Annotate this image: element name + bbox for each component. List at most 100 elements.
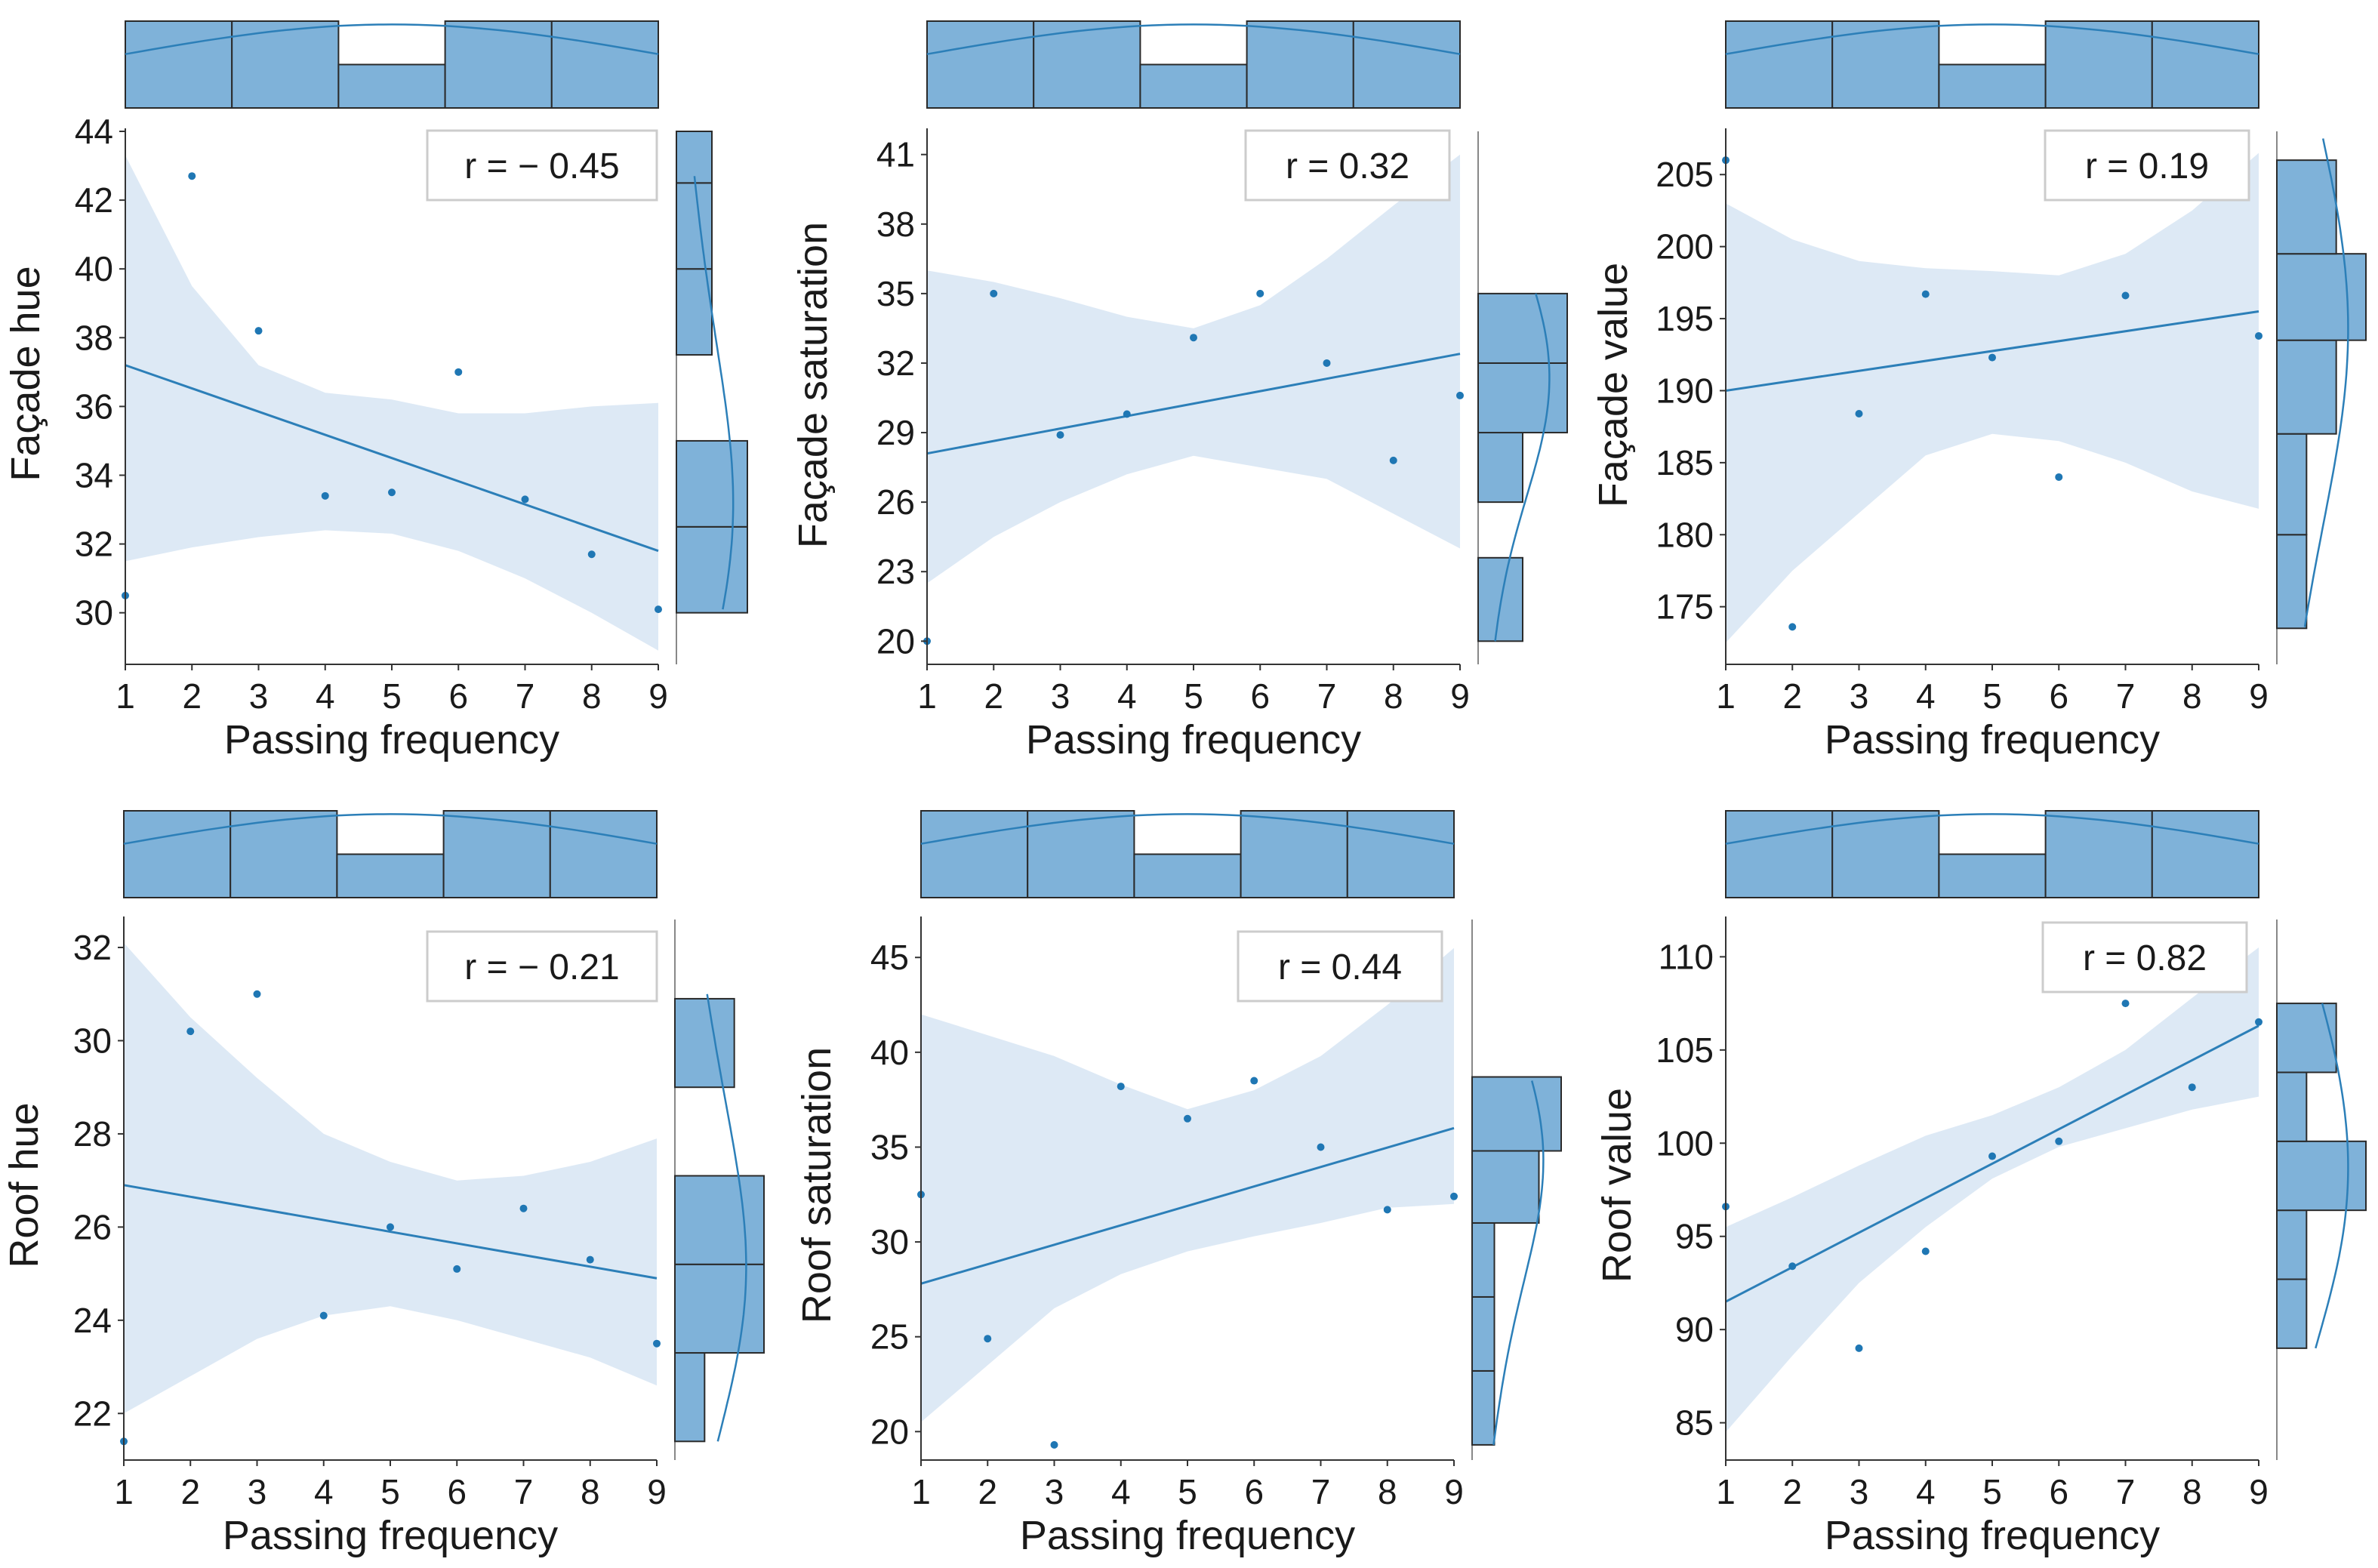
data-point: [1389, 456, 1397, 464]
x-tick-label: 9: [1444, 1472, 1464, 1511]
x-tick-label: 7: [1311, 1472, 1331, 1511]
y-tick-label: 100: [1656, 1123, 1714, 1163]
y-tick-label: 29: [876, 413, 915, 452]
side-hist-bar: [2276, 534, 2308, 630]
top-marginal-histogram: [920, 810, 1455, 898]
correlation-annotation: r = − 0.21: [426, 930, 658, 1003]
y-tick-label: 44: [75, 112, 113, 151]
subplot-4: 1 2 3 4 5 6 7 8 9 22 24 26 28 30 32 Passing frequency Ro…: [2, 810, 765, 1558]
data-point: [2055, 473, 2063, 481]
x-tick-label: 4: [1916, 1472, 1936, 1511]
side-hist-bar: [2276, 1071, 2308, 1142]
y-tick-label: 45: [870, 938, 909, 977]
correlation-box: [426, 930, 658, 1003]
y-tick-label: 20: [870, 1412, 909, 1451]
x-tick-label: 9: [648, 676, 668, 716]
side-hist-bar: [1471, 1076, 1562, 1152]
x-tick-label: 5: [382, 676, 402, 716]
correlation-box: [2041, 921, 2248, 993]
correlation-annotation: r = 0.32: [1244, 129, 1451, 202]
y-tick-label: 34: [75, 455, 113, 494]
y-tick-label: 105: [1656, 1030, 1714, 1070]
x-tick-label: 1: [917, 676, 937, 716]
y-tick-label: 38: [75, 318, 113, 357]
y-tick-label: 22: [73, 1394, 112, 1433]
top-hist-bar: [926, 20, 1035, 109]
side-hist-bar: [1477, 292, 1568, 364]
x-tick-label: 4: [316, 676, 335, 716]
side-marginal-histogram: [2276, 131, 2367, 664]
y-tick-label: 195: [1656, 299, 1714, 338]
side-hist-bar: [2276, 1003, 2337, 1074]
correlation-text: r = − 0.21: [464, 947, 619, 987]
x-tick-label: 3: [249, 676, 269, 716]
top-hist-bar: [125, 20, 233, 109]
y-tick-label: 90: [1675, 1310, 1714, 1349]
x-axis-label: Passing frequency: [224, 717, 559, 762]
y-tick-label: 42: [75, 180, 113, 220]
y-tick-label: 185: [1656, 443, 1714, 482]
side-hist-bar: [676, 131, 713, 184]
x-tick-label: 8: [1378, 1472, 1397, 1511]
correlation-annotation: r = 0.19: [2044, 129, 2250, 202]
data-point: [1050, 1440, 1058, 1449]
top-hist-bar: [1831, 20, 1940, 109]
top-kde-curve: [1725, 813, 2259, 845]
y-tick-label: 180: [1656, 515, 1714, 554]
data-point: [454, 368, 463, 376]
x-tick-label: 4: [314, 1472, 334, 1511]
data-point: [2255, 1018, 2262, 1026]
top-hist-bar: [2151, 20, 2260, 109]
side-hist-bar: [1477, 432, 1523, 504]
data-point: [253, 990, 261, 998]
top-hist-bar: [229, 810, 338, 898]
top-marginal-histogram: [123, 810, 658, 898]
x-tick-label: 2: [978, 1472, 997, 1511]
data-point: [1117, 1083, 1125, 1091]
side-marginal-histogram: [1471, 920, 1562, 1460]
x-tick-label: 7: [2116, 1472, 2136, 1511]
y-axis-label: Roof value: [1594, 1088, 1640, 1283]
data-point: [1456, 391, 1464, 399]
data-point: [1317, 1143, 1325, 1151]
x-tick-label: 1: [114, 1472, 134, 1511]
side-marginal-histogram: [676, 131, 748, 664]
x-tick-label: 6: [448, 676, 468, 716]
x-tick-label: 6: [447, 1472, 467, 1511]
y-tick-label: 32: [75, 525, 113, 564]
x-tick-label: 6: [2049, 1472, 2068, 1511]
y-tick-label: 26: [73, 1207, 112, 1246]
y-tick-label: 85: [1675, 1403, 1714, 1443]
top-hist-bar: [920, 810, 1029, 898]
x-tick-label: 9: [2249, 676, 2269, 716]
correlation-annotation: r = − 0.45: [426, 129, 658, 202]
side-hist-bar: [676, 439, 748, 528]
side-hist-bar: [2276, 433, 2308, 536]
y-tick-label: 205: [1656, 155, 1714, 194]
y-tick-label: 35: [876, 274, 915, 313]
data-point: [1988, 353, 1996, 362]
data-point: [319, 1311, 328, 1320]
correlation-box: [426, 129, 658, 202]
x-axis-label: Passing frequency: [1026, 717, 1361, 762]
side-hist-bar: [2276, 253, 2367, 341]
regression-line: [125, 364, 659, 553]
data-point: [1788, 623, 1797, 631]
y-tick-label: 200: [1656, 227, 1714, 266]
data-point: [984, 1335, 992, 1343]
top-hist-bar: [549, 810, 658, 898]
data-point: [586, 1255, 594, 1264]
y-axis-label: Roof saturation: [794, 1047, 839, 1323]
top-hist-bar: [1725, 810, 1834, 898]
y-axis-label: Façade saturation: [790, 222, 836, 548]
data-point: [2188, 1083, 2196, 1092]
data-point: [1788, 1262, 1797, 1271]
top-kde-curve: [123, 813, 658, 845]
x-tick-label: 9: [647, 1472, 667, 1511]
data-point: [1123, 410, 1131, 418]
side-hist-bar: [674, 997, 735, 1089]
x-tick-label: 1: [911, 1472, 931, 1511]
data-point: [1250, 1077, 1258, 1085]
